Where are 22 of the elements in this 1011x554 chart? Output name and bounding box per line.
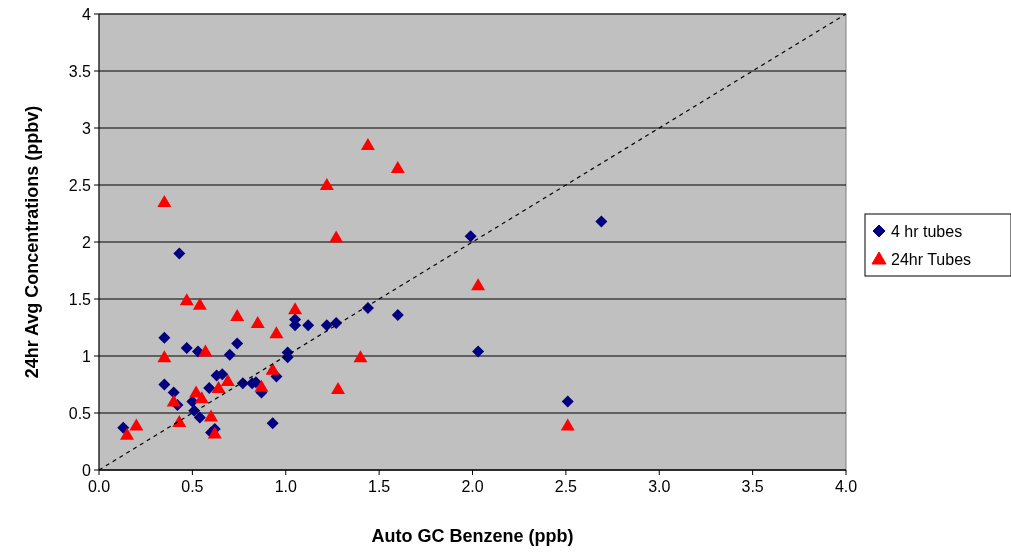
x-tick-label: 2.0 (461, 478, 484, 495)
y-tick-label: 1 (82, 347, 92, 365)
x-tick-label: 1.0 (274, 478, 297, 495)
x-tick-label: 3.0 (648, 478, 671, 495)
x-tick-label: 3.5 (741, 478, 764, 495)
y-tick-label: 3 (82, 119, 92, 137)
y-tick-label: 2.5 (68, 176, 92, 194)
x-tick-label: 1.5 (368, 478, 391, 495)
legend-label: 24hr Tubes (891, 250, 972, 268)
x-axis-title: Auto GC Benzene (ppb) (371, 526, 574, 546)
y-tick-label: 1.5 (68, 290, 92, 308)
x-tick-label: 2.5 (554, 478, 578, 495)
y-tick-label: 0 (82, 461, 92, 479)
x-tick-label: 0.0 (87, 478, 111, 495)
x-tick-label: 4.0 (834, 478, 858, 495)
legend-label: 4 hr tubes (891, 222, 963, 240)
y-tick-label: 2 (82, 233, 92, 251)
y-tick-label: 0.5 (68, 404, 92, 422)
x-tick-label: 0.5 (181, 478, 204, 495)
y-tick-label: 3.5 (68, 62, 92, 80)
y-tick-label: 4 (82, 5, 92, 23)
y-axis-title: 24hr Avg Concentrations (ppbv) (22, 105, 42, 379)
